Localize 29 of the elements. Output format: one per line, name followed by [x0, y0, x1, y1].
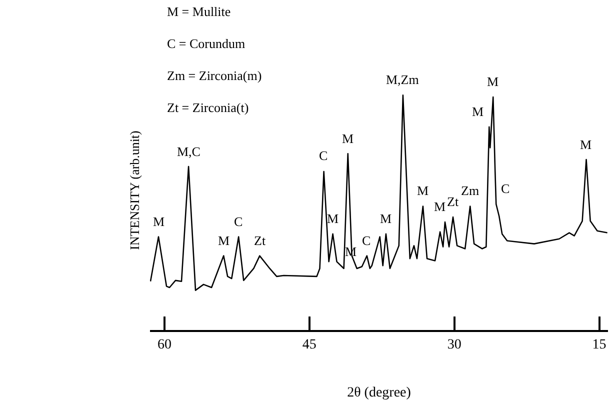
- y-axis-title: INTENSITY (arb.unit): [127, 130, 142, 250]
- annotation: M,Zm: [386, 72, 419, 87]
- annotation: M,C: [177, 144, 200, 159]
- text: M = Mullite: [167, 4, 231, 19]
- annotation: C: [234, 214, 243, 229]
- x-tick-label: 60: [157, 338, 172, 353]
- annotation: M: [153, 214, 165, 229]
- annotation: M: [417, 183, 429, 198]
- text: C = Corundum: [167, 36, 246, 51]
- x-axis-title: 2θ (degree): [347, 385, 412, 400]
- annotation: M: [342, 131, 354, 146]
- annotation: M: [218, 233, 230, 248]
- annotation: Zm: [461, 183, 480, 198]
- annotation: M: [327, 211, 339, 226]
- annotation: C: [362, 233, 371, 248]
- x-tick-label: 30: [447, 338, 462, 353]
- x-tick-label: 15: [592, 338, 606, 353]
- annotation: C: [319, 148, 328, 163]
- annotation: M: [472, 104, 484, 119]
- annotation: M: [580, 137, 592, 152]
- annotation: M: [380, 211, 392, 226]
- annotation: M: [487, 74, 499, 89]
- annotation: M: [434, 199, 446, 214]
- annotation: C: [501, 181, 510, 196]
- annotation: Zt = Zirconia(t): [167, 100, 249, 115]
- annotation: Zt: [447, 194, 459, 209]
- text: Zm = Zirconia(m): [167, 68, 262, 83]
- annotation: Zt: [254, 233, 266, 248]
- x-tick-label: 45: [302, 338, 316, 353]
